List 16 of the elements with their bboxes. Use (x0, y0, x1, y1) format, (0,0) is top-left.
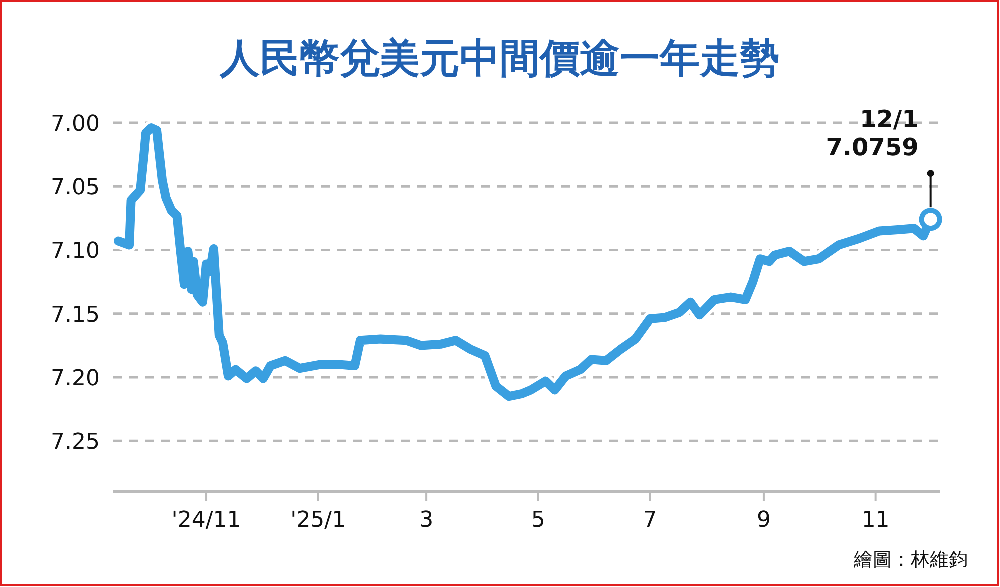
x-tick-label: '25/1 (290, 508, 346, 533)
y-tick-label: 7.20 (51, 366, 100, 392)
y-tick-label: 7.25 (51, 430, 100, 456)
y-tick-label: 7.10 (51, 239, 100, 264)
x-tick-label: 11 (862, 508, 890, 533)
y-tick-label: 7.00 (51, 112, 100, 137)
x-tick-label: '24/11 (172, 508, 242, 533)
annotation: 12/1 7.0759 (826, 106, 919, 162)
y-tick-label: 7.15 (51, 302, 100, 328)
chart-title: 人民幣兌美元中間價逾一年走勢 (219, 36, 780, 82)
y-tick-label: 7.05 (51, 176, 100, 201)
x-tick-label: 9 (756, 508, 771, 533)
text: 繪圖：林維鈞 (853, 549, 968, 571)
x-tick-label: 3 (420, 508, 434, 533)
x-tick-label: 5 (531, 508, 546, 533)
x-tick-label: 7 (643, 508, 658, 533)
